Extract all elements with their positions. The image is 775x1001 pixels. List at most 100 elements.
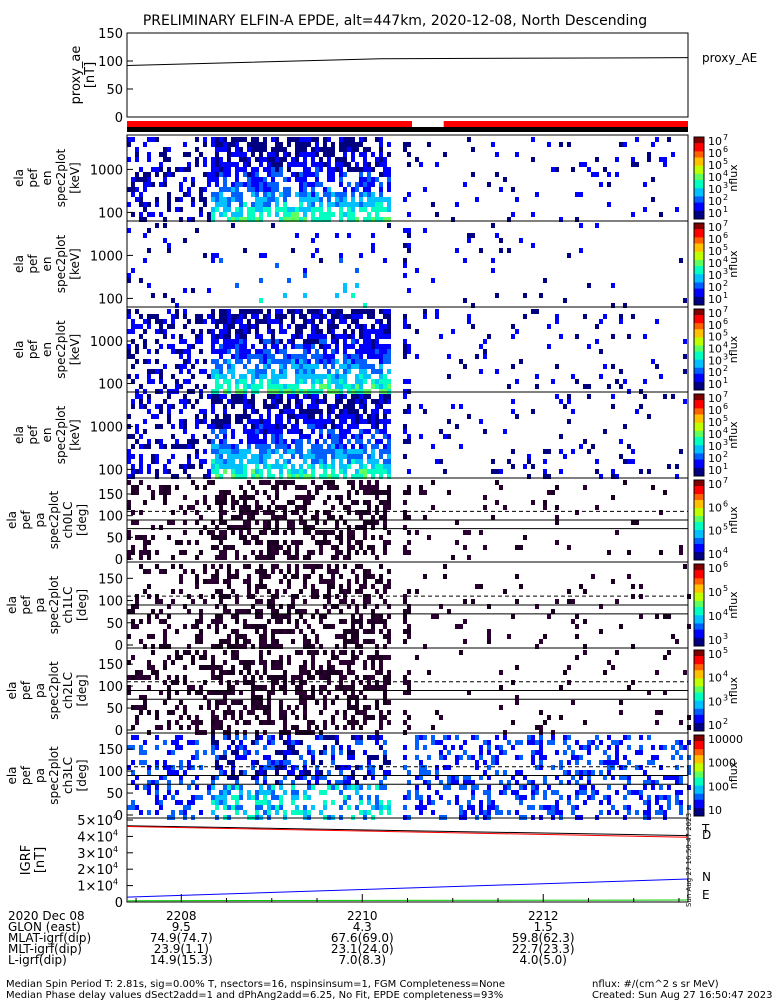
heatmap-cell <box>295 675 299 680</box>
heatmap-cell <box>251 685 255 690</box>
heatmap-cell <box>375 480 379 485</box>
heatmap-cell <box>367 480 371 485</box>
heatmap-cell <box>307 334 311 339</box>
heatmap-cell <box>303 157 307 162</box>
heatmap-cell <box>187 760 191 765</box>
heatmap-cell <box>195 720 199 725</box>
heatmap-cell <box>279 364 283 369</box>
heatmap-cell <box>403 354 407 359</box>
heatmap-cell <box>223 429 227 434</box>
heatmap-cell <box>267 555 271 560</box>
heatmap-cell <box>303 369 307 374</box>
heatmap-cell <box>147 319 151 324</box>
heatmap-cell <box>247 157 251 162</box>
heatmap-cell <box>303 715 307 720</box>
heatmap-cell <box>171 334 175 339</box>
panel-tick-label: 50 <box>106 702 123 717</box>
heatmap-cell <box>363 162 367 167</box>
colorbar-exp: 2 <box>723 364 728 373</box>
heatmap-cell <box>375 319 379 324</box>
heatmap-cell <box>263 449 267 454</box>
heatmap-cell <box>435 765 439 770</box>
heatmap-cell <box>347 182 351 187</box>
heatmap-cell <box>159 152 163 157</box>
heatmap-cell <box>143 329 147 334</box>
heatmap-cell <box>199 197 203 202</box>
heatmap-cell <box>291 414 295 419</box>
heatmap-cell <box>471 785 475 790</box>
heatmap-cell <box>219 535 223 540</box>
heatmap-cell <box>407 233 411 238</box>
heatmap-cell <box>359 740 363 745</box>
heatmap-cell <box>231 434 235 439</box>
heatmap-cell <box>375 137 379 142</box>
heatmap-cell <box>135 720 139 725</box>
heatmap-cell <box>227 314 231 319</box>
heatmap-cell <box>271 464 275 469</box>
heatmap-cell <box>419 490 423 495</box>
heatmap-cell <box>347 745 351 750</box>
heatmap-cell <box>335 162 339 167</box>
heatmap-cell <box>247 162 251 167</box>
heatmap-cell <box>383 344 387 349</box>
heatmap-cell <box>283 740 287 745</box>
heatmap-cell <box>659 212 663 217</box>
heatmap-cell <box>471 790 475 795</box>
heatmap-cell <box>279 429 283 434</box>
heatmap-cell <box>547 490 551 495</box>
heatmap-cell <box>311 495 315 500</box>
heatmap-cell <box>131 520 135 525</box>
heatmap-cell <box>327 329 331 334</box>
heatmap-cell <box>359 810 363 815</box>
heatmap-cell <box>183 394 187 399</box>
heatmap-cell <box>299 454 303 459</box>
heatmap-cell <box>363 364 367 369</box>
heatmap-cell <box>499 705 503 710</box>
heatmap-cell <box>359 480 363 485</box>
heatmap-cell <box>139 510 143 515</box>
heatmap-cell <box>363 379 367 384</box>
heatmap-cell <box>343 520 347 525</box>
heatmap-cell <box>307 675 311 680</box>
heatmap-cell <box>291 810 295 815</box>
panel-ylabel: pef <box>19 680 33 700</box>
heatmap-cell <box>315 459 319 464</box>
heatmap-cell <box>211 750 215 755</box>
heatmap-cell <box>371 414 375 419</box>
heatmap-cell <box>307 142 311 147</box>
heatmap-cell <box>135 344 139 349</box>
heatmap-cell <box>683 670 687 675</box>
heatmap-cell <box>259 187 263 192</box>
heatmap-cell <box>235 500 239 505</box>
heatmap-cell <box>439 755 443 760</box>
heatmap-cell <box>247 505 251 510</box>
heatmap-cell <box>207 182 211 187</box>
heatmap-cell <box>187 439 191 444</box>
panel-ylabel: [keV] <box>68 334 82 365</box>
heatmap-cell <box>147 469 151 474</box>
heatmap-cell <box>187 349 191 354</box>
heatmap-cell <box>143 419 147 424</box>
heatmap-cell <box>139 399 143 404</box>
heatmap-cell <box>311 419 315 424</box>
heatmap-cell <box>351 680 355 685</box>
heatmap-cell <box>219 137 223 142</box>
heatmap-cell <box>151 665 155 670</box>
heatmap-cell <box>387 655 391 660</box>
heatmap-cell <box>303 634 307 639</box>
heatmap-cell <box>403 454 407 459</box>
heatmap-cell <box>319 579 323 584</box>
heatmap-cell <box>167 685 171 690</box>
heatmap-cell <box>311 162 315 167</box>
heatmap-cell <box>655 614 659 619</box>
heatmap-cell <box>247 187 251 192</box>
heatmap-cell <box>343 374 347 379</box>
heatmap-cell <box>239 505 243 510</box>
heatmap-cell <box>199 655 203 660</box>
heatmap-cell <box>499 750 503 755</box>
heatmap-cell <box>335 710 339 715</box>
heatmap-cell <box>287 384 291 389</box>
heatmap-cell <box>335 725 339 730</box>
heatmap-cell <box>559 469 563 474</box>
heatmap-cell <box>351 137 355 142</box>
